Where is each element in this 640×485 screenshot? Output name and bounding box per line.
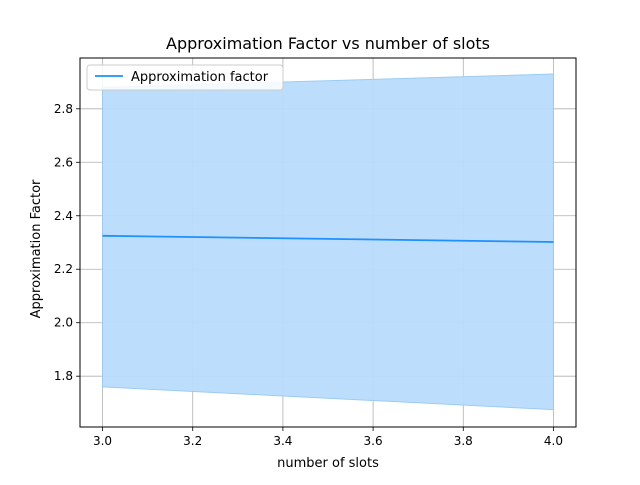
- x-tick-label: 4.0: [544, 434, 563, 448]
- legend-label: Approximation factor: [131, 70, 269, 85]
- confidence-band: [102, 73, 554, 411]
- y-tick-label: 2.0: [54, 316, 73, 330]
- x-tick-label: 3.4: [273, 434, 292, 448]
- y-tick-label: 2.4: [54, 209, 73, 223]
- confidence-band-layer: [102, 73, 554, 411]
- x-axis-label: number of slots: [277, 456, 379, 471]
- plot-area-frame: [79, 57, 577, 428]
- x-tick-label: 3.0: [93, 434, 112, 448]
- chart-title: Approximation Factor vs number of slots: [166, 34, 490, 53]
- legend: Approximation factor: [86, 64, 284, 91]
- legend-box: [86, 64, 284, 91]
- y-tick-label: 2.2: [54, 262, 73, 276]
- x-tick-label: 3.2: [183, 434, 202, 448]
- series-line-layer: [102, 234, 554, 243]
- y-tick-label: 1.8: [54, 369, 73, 383]
- x-tick-label: 3.8: [454, 434, 473, 448]
- y-axis-label: Approximation Factor: [29, 179, 44, 318]
- x-tick-label: 3.6: [364, 434, 383, 448]
- y-tick-label: 2.6: [54, 155, 73, 169]
- y-axis-ticks: 1.8 2.0 2.2 2.4 2.6 2.8: [54, 102, 80, 383]
- series-line: [102, 234, 554, 243]
- x-axis-ticks: 3.0 3.2 3.4 3.6 3.8 4.0: [93, 427, 563, 448]
- y-tick-label: 2.8: [54, 102, 73, 116]
